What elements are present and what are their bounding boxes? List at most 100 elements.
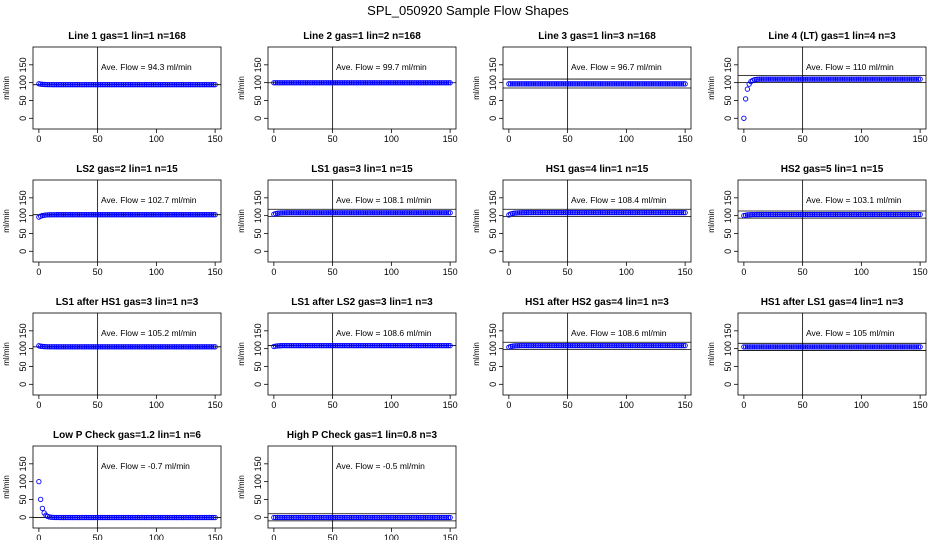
data-point	[152, 212, 158, 218]
y-tick-label: 0	[18, 515, 28, 520]
data-point	[315, 210, 321, 216]
data-point	[384, 342, 390, 349]
data-point	[799, 76, 805, 82]
data-point	[834, 76, 840, 82]
data-point	[626, 210, 632, 216]
data-point	[751, 344, 758, 350]
data-point	[664, 210, 671, 216]
data-point	[401, 514, 407, 521]
average-flow-annotation: Ave. Flow = 108.4 ml/min	[571, 195, 667, 205]
data-point	[892, 344, 899, 350]
data-point	[120, 82, 127, 88]
data-point	[822, 76, 828, 82]
data-point	[548, 342, 554, 349]
data-point	[778, 344, 784, 350]
data-point	[115, 344, 121, 350]
data-point	[403, 210, 409, 216]
data-point	[362, 210, 369, 216]
data-point	[794, 344, 800, 350]
data-point	[537, 342, 544, 349]
data-point	[384, 80, 390, 86]
data-point	[408, 80, 414, 86]
data-point	[748, 344, 754, 350]
data-point	[552, 210, 558, 216]
data-point	[180, 344, 187, 350]
data-point	[751, 211, 758, 218]
data-point	[48, 344, 54, 350]
data-point	[320, 342, 326, 349]
data-point	[818, 211, 825, 218]
data-point	[311, 210, 318, 216]
data-point	[783, 211, 789, 218]
y-tick-label: 100	[488, 341, 498, 356]
data-point	[435, 342, 441, 349]
data-point	[792, 344, 798, 350]
data-point	[327, 514, 333, 521]
data-point	[80, 212, 86, 218]
data-point	[647, 81, 653, 87]
data-point	[408, 514, 414, 521]
data-point	[898, 211, 904, 218]
data-point	[537, 81, 544, 87]
data-point	[413, 210, 420, 216]
data-point	[445, 342, 452, 349]
panel-title: Line 1 gas=1 lin=1 n=168	[68, 31, 186, 42]
data-point	[112, 514, 118, 521]
data-point	[506, 81, 512, 87]
y-axis-label: ml/min	[237, 209, 246, 233]
data-point	[525, 210, 531, 216]
data-point	[378, 210, 385, 216]
data-point	[83, 82, 90, 88]
data-point	[80, 82, 86, 88]
y-axis-label: ml/min	[2, 342, 11, 366]
data-point	[846, 344, 853, 350]
data-point	[133, 344, 139, 350]
data-point	[315, 80, 321, 86]
data-point	[582, 210, 588, 216]
data-point	[194, 344, 201, 350]
data-point	[281, 514, 288, 521]
data-point	[882, 211, 888, 218]
data-point	[398, 514, 404, 521]
data-point	[391, 210, 397, 216]
data-point	[811, 211, 818, 218]
panel-title: LS2 gas=2 lin=1 n=15	[76, 164, 178, 175]
data-point	[103, 344, 109, 350]
data-point	[578, 342, 584, 349]
data-point	[794, 211, 800, 218]
data-point	[203, 82, 209, 88]
data-point	[311, 80, 318, 86]
data-point	[366, 210, 372, 216]
data-point	[435, 210, 441, 216]
data-point	[101, 514, 107, 521]
data-point	[366, 342, 372, 349]
y-axis-label: ml/min	[472, 76, 481, 100]
data-point	[405, 342, 411, 349]
data-point	[320, 80, 326, 86]
data-point	[832, 76, 839, 82]
data-point	[767, 76, 773, 82]
data-point	[422, 514, 429, 521]
data-point	[436, 80, 443, 86]
data-point	[550, 342, 556, 349]
data-point	[108, 212, 114, 218]
data-point	[120, 212, 127, 218]
data-point	[787, 76, 793, 82]
data-point	[382, 210, 388, 216]
data-point	[417, 210, 423, 216]
data-point	[46, 344, 53, 350]
data-point	[39, 505, 46, 512]
data-point	[659, 81, 665, 87]
data-point	[352, 80, 358, 86]
data-point	[536, 342, 542, 349]
data-point	[306, 210, 312, 216]
plot-frame	[267, 445, 457, 529]
data-point	[302, 80, 309, 86]
data-point	[375, 514, 381, 521]
data-point	[891, 76, 897, 82]
y-tick-label: 100	[253, 208, 263, 223]
data-point	[399, 80, 406, 86]
y-tick-label: 150	[18, 456, 28, 471]
data-point	[569, 81, 575, 87]
data-point	[89, 212, 95, 218]
